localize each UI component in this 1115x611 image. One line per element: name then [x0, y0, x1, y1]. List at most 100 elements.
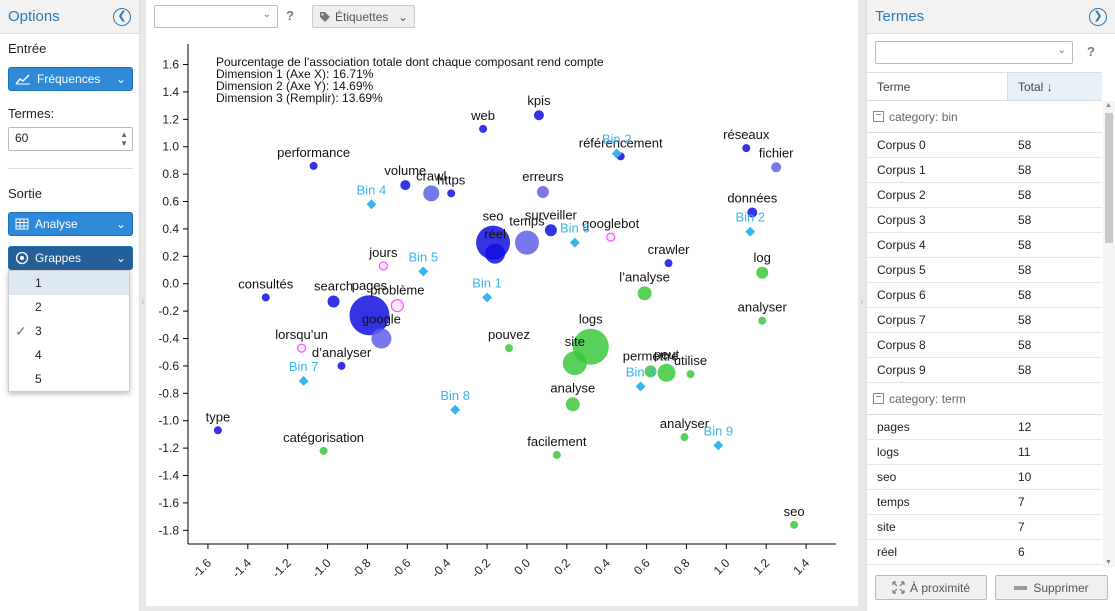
table-row[interactable]: pages 12 [867, 415, 1102, 440]
term-point[interactable] [390, 299, 404, 313]
term-point[interactable] [790, 520, 799, 529]
term-point[interactable] [485, 243, 506, 264]
term-point[interactable] [680, 433, 689, 442]
bin-point[interactable] [635, 381, 646, 392]
table-row[interactable]: Corpus 6 58 [867, 283, 1102, 308]
term-point[interactable] [637, 286, 652, 301]
term-point[interactable] [686, 370, 695, 379]
collapse-icon[interactable]: − [873, 111, 884, 122]
term-point[interactable] [400, 180, 411, 191]
scroll-thumb[interactable] [1105, 113, 1113, 243]
clusters-button[interactable]: Grappes ⌄ [8, 246, 133, 270]
term-point[interactable] [756, 266, 769, 279]
bin-point[interactable] [482, 292, 493, 303]
delete-button[interactable]: Supprimer [995, 575, 1108, 600]
proximity-button[interactable]: À proximité [875, 575, 987, 600]
spinner-icon[interactable]: ▲ ▼ [120, 130, 128, 148]
col-term-header[interactable]: Terme [867, 73, 1008, 100]
scrollbar[interactable]: ▲ ▼ [1103, 101, 1115, 567]
term-point[interactable] [562, 351, 587, 376]
term-point[interactable] [327, 295, 340, 308]
term-point[interactable] [664, 259, 673, 268]
term-point[interactable] [349, 295, 390, 336]
collapse-icon[interactable]: − [873, 393, 884, 404]
cluster-option[interactable]: ✓ 3 [9, 319, 129, 343]
term-point[interactable] [606, 232, 616, 242]
term-point[interactable] [533, 110, 544, 121]
col-total-header[interactable]: Total ↓ [1008, 73, 1102, 100]
scroll-down-icon[interactable]: ▼ [1105, 559, 1112, 566]
term-point[interactable] [309, 161, 318, 170]
chevron-left-icon[interactable]: ‹ [141, 296, 145, 308]
term-cell: Corpus 3 [877, 213, 926, 227]
table-row[interactable]: logs 11 [867, 440, 1102, 465]
scroll-up-icon[interactable]: ▲ [1105, 102, 1112, 109]
table-row[interactable]: réel 6 [867, 540, 1102, 565]
tags-button[interactable]: Étiquettes ⌄ [312, 5, 415, 28]
chevron-left-circle-icon[interactable]: ❮ [113, 7, 131, 26]
term-point[interactable] [771, 162, 782, 173]
group-row[interactable]: − category: bin [867, 101, 1102, 133]
terms-search-select[interactable]: ⌄ [875, 41, 1073, 64]
term-point[interactable] [552, 450, 561, 459]
table-row[interactable]: Corpus 9 58 [867, 358, 1102, 383]
term-point[interactable] [742, 144, 751, 153]
bin-point[interactable] [450, 404, 461, 415]
term-point[interactable] [371, 328, 392, 349]
table-row[interactable]: Corpus 1 58 [867, 158, 1102, 183]
term-point[interactable] [514, 230, 539, 255]
cluster-option[interactable]: 4 [9, 343, 129, 367]
term-point[interactable] [505, 344, 514, 353]
chevron-right-circle-icon[interactable]: ❯ [1089, 7, 1107, 26]
term-point[interactable] [261, 293, 270, 302]
term-point[interactable] [758, 316, 767, 325]
term-point[interactable] [544, 224, 557, 237]
term-point[interactable] [213, 426, 222, 435]
scatter-plot[interactable]: -1.8 -1.6 -1.4 -1.2 -1.0 -0.8 -0.6 -0.4 -0.2 0.0 0… [146, 34, 858, 606]
term-label: analyser [738, 300, 788, 315]
table-row[interactable]: Corpus 4 58 [867, 233, 1102, 258]
table-row[interactable]: Corpus 8 58 [867, 333, 1102, 358]
term-point[interactable] [644, 365, 657, 378]
term-point[interactable] [536, 185, 549, 198]
table-row[interactable]: Corpus 5 58 [867, 258, 1102, 283]
table-row[interactable]: seo 10 [867, 465, 1102, 490]
term-point[interactable] [378, 261, 388, 271]
bin-point[interactable] [569, 237, 580, 248]
group-row[interactable]: − category: term [867, 383, 1102, 415]
term-point[interactable] [479, 124, 488, 133]
term-point[interactable] [747, 207, 758, 218]
cluster-option[interactable]: 5 [9, 367, 129, 391]
table-row[interactable]: Corpus 7 58 [867, 308, 1102, 333]
bin-point[interactable] [745, 226, 756, 237]
chevron-right-icon[interactable]: › [860, 296, 864, 308]
term-point[interactable] [337, 361, 346, 370]
term-point[interactable] [447, 189, 456, 198]
bin-point[interactable] [366, 199, 377, 210]
bin-label: Bin 2 [602, 132, 632, 147]
help-icon[interactable]: ? [1087, 44, 1095, 59]
frequencies-button[interactable]: Fréquences ⌄ [8, 67, 133, 91]
cluster-option[interactable]: 2 [9, 295, 129, 319]
help-icon[interactable]: ? [286, 8, 294, 23]
table-row[interactable]: temps 7 [867, 490, 1102, 515]
term-point[interactable] [297, 343, 307, 353]
table-row[interactable]: Corpus 0 58 [867, 133, 1102, 158]
term-point[interactable] [657, 363, 676, 382]
term-point[interactable] [319, 446, 328, 455]
cluster-option-label: 2 [35, 300, 42, 314]
bin-point[interactable] [298, 376, 309, 386]
table-row[interactable]: site 7 [867, 515, 1102, 540]
cluster-option[interactable]: 1 [9, 271, 129, 295]
bin-point[interactable] [418, 266, 429, 277]
bin-point[interactable] [713, 440, 724, 451]
terms-count-input[interactable]: 60 ▲ ▼ [8, 127, 133, 151]
term-label: utilise [674, 353, 707, 368]
table-row[interactable]: Corpus 2 58 [867, 183, 1102, 208]
term-point[interactable] [565, 397, 580, 412]
analysis-button[interactable]: Analyse ⌄ [8, 212, 133, 236]
term-point[interactable] [423, 185, 440, 202]
table-row[interactable]: Corpus 3 58 [867, 208, 1102, 233]
term-select[interactable]: ⌄ [154, 5, 278, 28]
